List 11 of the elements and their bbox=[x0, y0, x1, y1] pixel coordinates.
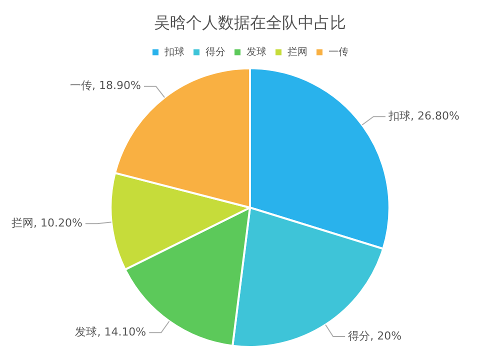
legend-label: 得分 bbox=[206, 46, 226, 58]
chart-title: 吴晗个人数据在全队中占比 bbox=[154, 12, 346, 32]
legend-label: 扣球 bbox=[164, 46, 184, 58]
data-label: 扣球, 26.80% bbox=[387, 109, 460, 122]
data-label: 得分, 20% bbox=[348, 329, 402, 342]
data-label: 一传, 18.90% bbox=[70, 79, 141, 92]
data-label: 拦网, 10.20% bbox=[12, 216, 82, 230]
legend-label: 拦网 bbox=[288, 46, 308, 58]
data-label: 发球, 14.10% bbox=[75, 326, 146, 338]
legend-label: 发球 bbox=[246, 46, 266, 58]
legend-label: 一传 bbox=[328, 46, 348, 58]
